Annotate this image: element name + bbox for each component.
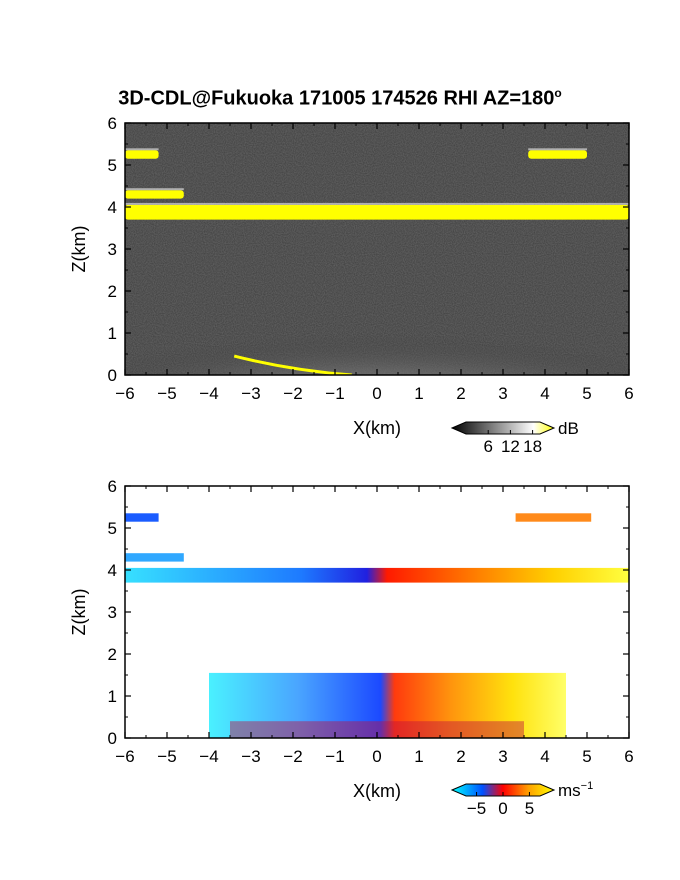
bs-xtick-label: 5 xyxy=(582,384,591,403)
bs-xtick-label: 6 xyxy=(624,384,633,403)
figure-title: 3D-CDL@Fukuoka 171005 174526 RHI AZ=180o xyxy=(118,86,562,110)
velocity-cloud-layer xyxy=(125,553,184,562)
vel-xtick-label: 2 xyxy=(456,747,465,766)
backscatter-cloud-layer xyxy=(125,190,184,199)
vel-ytick-label: 3 xyxy=(108,603,117,622)
colorbar-tick-label: 18 xyxy=(523,437,542,456)
bs-ytick-label: 1 xyxy=(108,324,117,343)
vel-xtick-label: −3 xyxy=(241,747,260,766)
backscatter-cloud-edge xyxy=(125,202,629,205)
vel-xtick-label: −1 xyxy=(325,747,344,766)
backscatter-boundary-layer xyxy=(125,307,629,375)
backscatter-cloud-edge xyxy=(528,148,587,151)
bs-xtick-label: −3 xyxy=(241,384,260,403)
vel-xtick-label: −4 xyxy=(199,747,218,766)
vel-ytick-label: 1 xyxy=(108,687,117,706)
bs-xtick-label: −2 xyxy=(283,384,302,403)
bs-xtick-label: 1 xyxy=(414,384,423,403)
velocity-panel: −6 −5 −4 −3 −2 −1 0 1 2 3 4 5 6 0 1 2 3 4 5 6 X(km) Z(km) xyxy=(69,477,634,801)
bs-xtick-label: −6 xyxy=(115,384,134,403)
bs-xtick-label: 3 xyxy=(498,384,507,403)
colorbar-velocity-bar xyxy=(450,783,556,797)
colorbar-db-bar xyxy=(450,421,556,435)
bs-ytick-label: 5 xyxy=(108,156,117,175)
colorbar-tick-label: −5 xyxy=(467,799,486,818)
vel-ytick-label: 5 xyxy=(108,519,117,538)
vel-xlabel: X(km) xyxy=(353,781,401,801)
vel-ytick-label: 0 xyxy=(108,729,117,748)
velocity-boundary-layer xyxy=(209,672,566,738)
vel-ytick-label: 2 xyxy=(108,645,117,664)
bs-ytick-label: 3 xyxy=(108,240,117,259)
bs-ytick-label: 0 xyxy=(108,366,117,385)
bs-ylabel: Z(km) xyxy=(69,226,89,273)
vel-xtick-label: −2 xyxy=(283,747,302,766)
bs-xtick-label: 4 xyxy=(540,384,549,403)
backscatter-cloud-edge xyxy=(125,188,184,191)
vel-xtick-label: 0 xyxy=(372,747,381,766)
velocity-cloud-layer xyxy=(125,567,629,583)
velocity-near-ground xyxy=(230,721,524,738)
backscatter-cloud-layer xyxy=(528,150,587,159)
backscatter-axes: −6 −5 −4 −3 −2 −1 0 1 2 3 4 5 6 0 1 2 3 4 5 6 X(km) Z(km) xyxy=(69,114,634,438)
colorbar-tick-label: 12 xyxy=(501,437,520,456)
colorbar-tick-label: 5 xyxy=(525,799,534,818)
bs-xtick-label: 0 xyxy=(372,384,381,403)
bs-xtick-label: 2 xyxy=(456,384,465,403)
backscatter-cloud-edge xyxy=(125,148,159,151)
backscatter-cloud-layer xyxy=(125,150,159,159)
backscatter-marks xyxy=(125,148,629,375)
vel-xtick-label: 5 xyxy=(582,747,591,766)
vel-xtick-label: 1 xyxy=(414,747,423,766)
velocity-axes: −6 −5 −4 −3 −2 −1 0 1 2 3 4 5 6 0 1 2 3 4 5 6 X(km) Z(km) xyxy=(69,477,634,801)
bs-xlabel: X(km) xyxy=(353,418,401,438)
velocity-cloud-layer xyxy=(515,513,592,522)
vel-xtick-label: 4 xyxy=(540,747,549,766)
bs-ytick-label: 6 xyxy=(108,114,117,133)
bs-xtick-label: −1 xyxy=(325,384,344,403)
bs-ytick-label: 4 xyxy=(108,198,117,217)
bs-ytick-label: 2 xyxy=(108,282,117,301)
bs-xtick-label: −4 xyxy=(199,384,218,403)
backscatter-colorbar: dB 6 12 18 xyxy=(450,419,579,456)
colorbar-tick-label: 0 xyxy=(498,799,507,818)
backscatter-ground-echo xyxy=(233,354,352,375)
velocity-marks xyxy=(125,513,629,738)
vel-xtick-label: −5 xyxy=(157,747,176,766)
vel-xtick-label: 3 xyxy=(498,747,507,766)
backscatter-cloud-layer xyxy=(125,204,629,220)
colorbar-db-ticks: 6 12 18 xyxy=(483,430,542,456)
vel-ylabel: Z(km) xyxy=(69,589,89,636)
vel-xtick-label: 6 xyxy=(624,747,633,766)
colorbar-db-unit: dB xyxy=(558,419,579,438)
title-superscript: o xyxy=(554,86,562,100)
colorbar-velocity-unit: ms−1 xyxy=(558,780,593,800)
backscatter-panel: −6 −5 −4 −3 −2 −1 0 1 2 3 4 5 6 0 1 2 3 4 5 6 X(km) Z(km) xyxy=(69,114,634,438)
velocity-cloud-layer xyxy=(125,513,159,522)
colorbar-tick-label: 6 xyxy=(483,437,492,456)
vel-xtick-label: −6 xyxy=(115,747,134,766)
bs-xtick-label: −5 xyxy=(157,384,176,403)
vel-ytick-label: 4 xyxy=(108,561,117,580)
vel-ytick-label: 6 xyxy=(108,477,117,496)
colorbar-velocity-ticks: −5 0 5 xyxy=(467,792,534,818)
velocity-colorbar: ms−1 −5 0 5 xyxy=(450,780,593,818)
